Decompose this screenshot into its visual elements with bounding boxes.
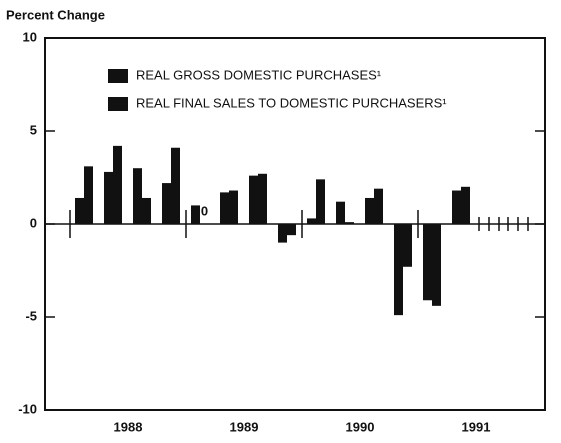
bar [249,175,258,224]
legend-swatch [108,69,128,83]
bar [162,183,171,224]
x-group-label: 1989 [230,419,259,434]
y-tick-label: 0 [30,215,37,230]
bar [336,201,345,224]
bar [394,224,403,316]
x-group-label: 1990 [346,419,375,434]
bar [220,192,229,224]
chart-title: Percent Change [6,7,105,22]
x-group-label: 1991 [462,419,491,434]
bar [75,197,84,224]
bar [171,147,180,224]
y-tick-label: -10 [18,401,37,416]
bar [84,166,93,224]
x-group-label: 1988 [114,419,143,434]
bar [345,222,354,224]
bar [403,224,412,267]
bar [423,224,432,301]
bar [133,168,142,224]
legend-label: REAL GROSS DOMESTIC PURCHASES¹ [136,67,382,82]
bar [142,197,151,224]
bar [287,224,296,236]
bar [229,190,238,224]
bar [432,224,441,306]
legend-label: REAL FINAL SALES TO DOMESTIC PURCHASERS¹ [136,95,447,110]
y-tick-label: -5 [25,308,37,323]
bar [307,218,316,224]
bar [278,224,287,243]
bar [365,197,374,224]
bar [452,190,461,224]
bar [461,186,470,224]
y-tick-label: 10 [23,29,37,44]
bar [104,171,113,224]
bar [191,205,200,224]
bar [258,173,267,224]
legend-swatch [108,97,128,111]
y-tick-label: 5 [30,122,37,137]
value-label: 0 [201,203,208,218]
bar [374,188,383,224]
bar [316,179,325,224]
bar [113,145,122,224]
